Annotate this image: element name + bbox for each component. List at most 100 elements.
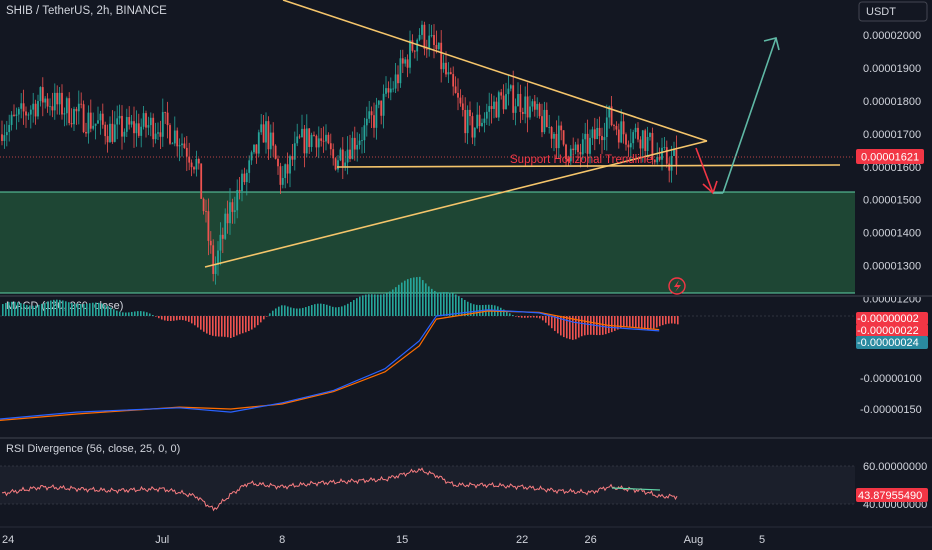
candle-body-47 <box>113 124 116 142</box>
macd-hist-bar-121 <box>365 294 367 316</box>
candle-body-269 <box>646 136 649 151</box>
macd-hist-bar-89 <box>269 313 271 316</box>
macd-hist-bar-170 <box>512 315 514 316</box>
macd-hist-bar-30 <box>92 302 94 316</box>
macd-hist-bar-109 <box>329 305 331 316</box>
candle-body-207 <box>497 92 500 118</box>
candle-body-280 <box>673 149 675 156</box>
candle-body-35 <box>85 131 87 134</box>
rsi-tick-0: 60.00000000 <box>863 461 927 473</box>
macd-hist-bar-151 <box>455 294 457 316</box>
lightning-icon[interactable] <box>668 277 686 295</box>
candle-body-188 <box>452 74 455 87</box>
macd-hist-bar-177 <box>533 316 535 318</box>
candle-body-69 <box>166 112 169 126</box>
macd-hist-bar-214 <box>644 316 646 330</box>
rsi-line <box>2 467 678 512</box>
macd-hist-bar-183 <box>551 316 553 329</box>
macd-hist-bar-49 <box>149 313 151 316</box>
candle-body-117 <box>281 178 284 185</box>
macd-hist-bar-63 <box>191 316 193 324</box>
macd-hist-bar-6 <box>20 303 22 316</box>
candle-body-210 <box>505 94 507 110</box>
macd-hist-bar-188 <box>566 316 568 339</box>
macd-hist-bar-185 <box>557 316 559 334</box>
candle-body-248 <box>596 127 599 140</box>
candle-body-272 <box>653 159 656 163</box>
candle-body-241 <box>579 152 582 155</box>
candle-body-6 <box>15 114 18 116</box>
candle-body-226 <box>543 109 546 133</box>
macd-hist-bar-179 <box>539 316 541 319</box>
macd-hist-bar-18 <box>56 299 58 316</box>
macd-hist-bar-73 <box>221 316 223 337</box>
projection-down[interactable] <box>695 147 718 195</box>
macd-hist-bar-106 <box>320 303 322 316</box>
macd-hist-bar-145 <box>437 292 439 316</box>
candle-body-96 <box>231 202 234 212</box>
candle-body-233 <box>560 125 563 131</box>
candle-body-63 <box>152 117 155 140</box>
candle-body-133 <box>320 138 323 141</box>
macd-hist-bar-54 <box>164 316 166 321</box>
candle-body-101 <box>243 173 246 183</box>
candle-body-177 <box>425 48 428 50</box>
candle-body-8 <box>20 103 23 109</box>
descending-trendline[interactable] <box>282 0 708 142</box>
macd-hist-bar-50 <box>152 315 154 316</box>
macd-hist-bar-175 <box>527 316 529 318</box>
candle-body-220 <box>529 106 531 118</box>
macd-hist-bar-43 <box>131 311 133 316</box>
candle-body-276 <box>663 147 666 149</box>
macd-hist-bar-127 <box>383 294 385 316</box>
currency-button[interactable]: USDT <box>858 1 928 22</box>
candle-body-215 <box>517 93 519 107</box>
candle-body-74 <box>178 145 181 147</box>
candle-body-106 <box>255 144 258 154</box>
time-tick-0: 24 <box>2 534 14 546</box>
candle-body-151 <box>363 125 366 141</box>
macd-hist-bar-131 <box>395 287 397 316</box>
candle-body-154 <box>370 111 373 116</box>
candle-body-266 <box>639 139 642 149</box>
macd-hist-bar-88 <box>266 316 268 317</box>
candle-body-39 <box>94 123 97 126</box>
candle-body-76 <box>183 143 186 148</box>
ascending-trendline[interactable] <box>204 140 708 268</box>
candle-body-57 <box>137 123 140 136</box>
support-trendline[interactable] <box>336 164 841 168</box>
macd-hist-bar-68 <box>206 316 208 334</box>
candle-body-107 <box>257 132 260 154</box>
macd-hist-bar-78 <box>236 316 238 336</box>
candle-body-64 <box>154 133 157 140</box>
macd-hist-bar-134 <box>404 280 406 316</box>
candle-body-262 <box>629 143 632 148</box>
macd-hist-bar-135 <box>407 279 409 316</box>
macd-hist-bar-66 <box>200 316 202 330</box>
candle-body-149 <box>358 140 361 145</box>
candle-body-118 <box>284 164 287 179</box>
candle-body-122 <box>293 143 296 160</box>
candle-body-275 <box>661 147 663 160</box>
macd-hist-bar-40 <box>122 312 124 316</box>
svg-text:-0.00000022: -0.00000022 <box>857 325 919 337</box>
macd-hist-bar-36 <box>110 307 112 316</box>
price-tick-2: 0.00001800 <box>863 96 921 108</box>
candle-body-184 <box>442 62 445 70</box>
candle-body-270 <box>649 133 651 137</box>
macd-hist-bar-8 <box>26 304 28 316</box>
macd-hist-bar-157 <box>473 304 475 316</box>
candle-body-279 <box>670 155 673 171</box>
candle-body-150 <box>361 140 363 142</box>
candle-body-211 <box>507 88 510 95</box>
candle-body-67 <box>161 112 164 137</box>
candle-body-271 <box>651 133 654 160</box>
macd-hist-bar-168 <box>506 311 508 316</box>
candle-body-84 <box>202 198 205 212</box>
projection-up[interactable] <box>722 37 780 194</box>
candle-body-204 <box>490 106 493 109</box>
macd-hist-bar-133 <box>401 282 403 316</box>
macd-hist-bar-115 <box>347 303 349 316</box>
macd-hist-bar-129 <box>389 291 391 316</box>
